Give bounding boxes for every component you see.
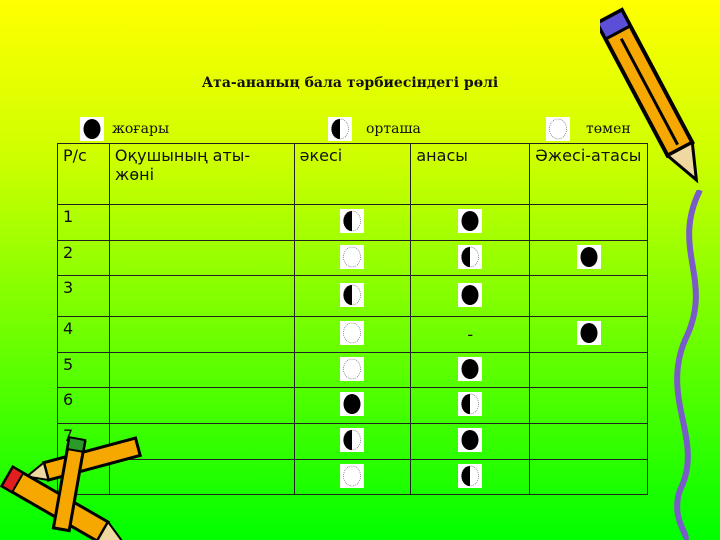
grand-rating-cell (529, 387, 648, 424)
empty-circle-icon (340, 356, 365, 381)
mother-rating-cell (410, 275, 531, 317)
mother-rating-cell (410, 459, 531, 495)
full-circle-icon (576, 244, 601, 269)
student-name-cell (108, 316, 295, 353)
header-grandparents: Әжесі-атасы (529, 143, 648, 205)
full-circle-icon (340, 392, 365, 416)
full-circle-icon (80, 117, 104, 141)
full-circle-icon (458, 209, 483, 233)
student-name-cell (108, 459, 295, 495)
father-rating-cell (293, 275, 412, 317)
half-circle-icon (328, 117, 352, 141)
mother-rating-cell (410, 423, 531, 460)
grand-rating-cell (529, 459, 648, 495)
grand-rating-cell (529, 240, 648, 276)
rating-table: Р/с Оқушының аты-жөні әкесі анасы Әжесі-… (57, 143, 648, 495)
table-row (57, 459, 648, 495)
student-name-cell (108, 352, 295, 388)
student-name-cell (108, 387, 295, 424)
legend-label: жоғары (112, 121, 170, 137)
row-number: 1 (57, 204, 110, 241)
student-name-cell (108, 275, 295, 317)
table-row: 1 (57, 204, 648, 241)
table-row: 5 (57, 352, 648, 388)
pencils-icon (0, 436, 143, 540)
legend-medium: орташа (328, 117, 421, 141)
table-row: 3 (57, 275, 648, 317)
row-number: 4 (57, 316, 110, 353)
header-father: әкесі (293, 143, 412, 205)
pencil-icon (600, 7, 699, 184)
grand-rating-cell (529, 204, 648, 241)
empty-circle-icon (340, 244, 365, 269)
row-number: 2 (57, 240, 110, 276)
father-rating-cell (293, 423, 412, 460)
father-rating-cell (293, 459, 412, 495)
half-circle-icon (340, 282, 365, 307)
table-row: 2 (57, 240, 648, 276)
legend-label: төмен (586, 121, 631, 137)
empty-circle-icon (546, 117, 570, 141)
empty-circle-icon (340, 321, 365, 345)
grand-rating-cell (529, 275, 648, 317)
legend-label: орташа (366, 121, 421, 137)
header-number: Р/с (57, 143, 110, 205)
grand-rating-cell (529, 316, 648, 353)
legend-low: төмен (546, 117, 631, 141)
father-rating-cell (293, 352, 412, 388)
empty-circle-icon (340, 463, 365, 488)
half-circle-icon (458, 244, 483, 269)
father-rating-cell (293, 204, 412, 241)
student-name-cell (108, 204, 295, 241)
table-row: 6 (57, 387, 648, 424)
full-circle-icon (458, 356, 483, 381)
mother-rating-cell (410, 240, 531, 276)
father-rating-cell (293, 387, 412, 424)
row-number: 6 (57, 387, 110, 424)
legend-high: жоғары (80, 117, 169, 141)
grand-rating-cell (529, 423, 648, 460)
mother-rating-cell (410, 204, 531, 241)
mother-rating-cell (410, 352, 531, 388)
grand-rating-cell (529, 352, 648, 388)
mother-rating-cell: - (410, 316, 531, 353)
half-circle-icon (340, 209, 365, 233)
father-rating-cell (293, 316, 412, 353)
table-row: 4- (57, 316, 648, 353)
squiggle-decoration (674, 190, 703, 540)
full-circle-icon (576, 321, 601, 345)
table-header: Р/с Оқушының аты-жөні әкесі анасы Әжесі-… (57, 143, 648, 205)
half-circle-icon (458, 392, 483, 416)
header-name: Оқушының аты-жөні (108, 143, 295, 205)
full-circle-icon (458, 282, 483, 307)
half-circle-icon (458, 463, 483, 488)
full-circle-icon (458, 428, 483, 452)
row-number: 5 (57, 352, 110, 388)
father-rating-cell (293, 240, 412, 276)
student-name-cell (108, 240, 295, 276)
slide-title: Ата-ананың бала тәрбиесіндегі рөлі (201, 75, 499, 91)
half-circle-icon (340, 428, 365, 452)
row-number: 3 (57, 275, 110, 317)
mother-rating-cell (410, 387, 531, 424)
header-mother: анасы (410, 143, 531, 205)
